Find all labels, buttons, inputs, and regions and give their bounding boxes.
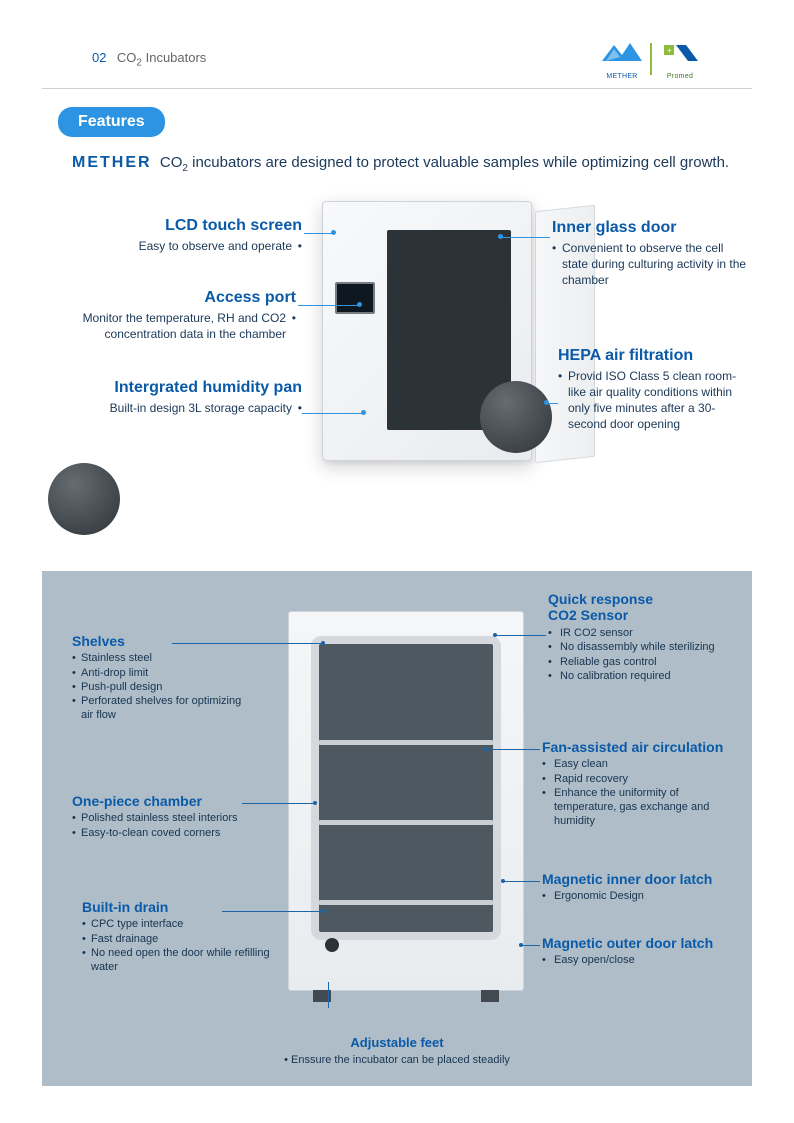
promed-logo: + Promed [658,38,702,80]
page-header: 02 CO2 Incubators METHER + Promed [42,0,752,89]
drain-icon [325,938,339,952]
feature-lcd: LCD touch screen Easy to observe and ope… [42,217,302,254]
feature-adjustable-feet: Adjustable feet • Enssure the incubator … [42,1035,752,1068]
feature-inner-glass-door: Inner glass door Convenient to observe t… [552,219,748,289]
feature-access-port: Access port Monitor the temperature, RH … [42,289,296,342]
mether-logo: METHER [600,38,644,80]
feature-fan-circulation: Fan-assisted air circulation Easy clean … [542,739,742,829]
feature-co2-sensor: Quick responseCO2 Sensor IR CO2 sensor N… [548,591,734,684]
page-title: CO2 Incubators [117,50,206,65]
lcd-screen-icon [335,282,375,314]
page-number: 02 [92,50,106,65]
feature-hepa: HEPA air filtration Provid ISO Class 5 c… [558,347,754,433]
logo-group: METHER + Promed [600,38,702,80]
features-tag: Features [58,107,165,137]
feature-outer-latch: Magnetic outer door latch Easy open/clos… [542,935,742,968]
intro-text: METHER CO2 incubators are designed to pr… [0,151,794,177]
foot-icon [481,990,499,1002]
incubator-front-illustration [288,611,524,991]
hepa-filter-inset-icon [480,381,552,453]
feature-one-piece-chamber: One-piece chamber Polished stainless ste… [72,793,282,840]
feature-inner-latch: Magnetic inner door latch Ergonomic Desi… [542,871,742,904]
logo-divider [650,43,652,75]
svg-text:+: + [667,46,672,55]
page-number-title: 02 CO2 Incubators [92,49,206,69]
top-infographic: LCD touch screen Easy to observe and ope… [42,183,752,563]
humidity-pan-inset-icon [48,463,120,535]
feature-shelves: Shelves Stainless steel Anti-drop limit … [72,633,252,723]
bottom-infographic: Shelves Stainless steel Anti-drop limit … [42,571,752,1086]
feature-humidity-pan: Intergrated humidity pan Built-in design… [42,379,302,417]
brand-name: METHER [72,154,152,171]
